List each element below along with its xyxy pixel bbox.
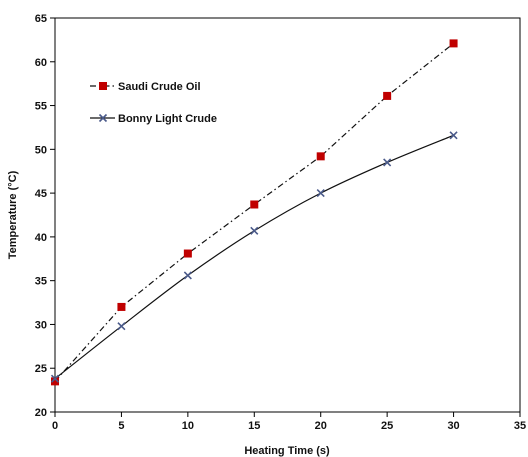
- x-tick-label: 35: [514, 420, 526, 432]
- data-point-bonny-light-crude: [117, 322, 126, 331]
- data-point-saudi-crude-oil: [117, 302, 126, 311]
- y-tick-label: 20: [35, 407, 47, 419]
- data-point-bonny-light-crude: [449, 131, 458, 140]
- y-tick-label: 30: [35, 319, 47, 331]
- y-tick-label: 35: [35, 276, 47, 288]
- legend: Saudi Crude Oil Bonny Light Crude: [90, 81, 217, 125]
- y-tick-label: 45: [35, 188, 47, 200]
- legend-item-bonny-light-crude: Bonny Light Crude: [90, 113, 217, 125]
- legend-label-bonny: Bonny Light Crude: [118, 113, 217, 125]
- y-tick-label: 25: [35, 363, 47, 375]
- data-point-saudi-crude-oil: [383, 91, 392, 100]
- data-point-saudi-crude-oil: [51, 377, 59, 386]
- data-point-saudi-crude-oil: [449, 39, 458, 48]
- data-point-saudi-crude-oil: [316, 152, 325, 161]
- x-tick-label: 25: [381, 420, 393, 432]
- x-tick-label: 15: [248, 420, 260, 432]
- legend-item-saudi-crude-oil: Saudi Crude Oil: [90, 81, 201, 93]
- x-axis-title: Heating Time (s): [244, 445, 330, 457]
- data-point-bonny-light-crude: [183, 271, 192, 280]
- data-point-bonny-light-crude: [316, 189, 325, 198]
- x-tick-label: 5: [118, 420, 124, 432]
- x-tick-label: 20: [315, 420, 327, 432]
- legend-marker-bonny: [98, 113, 108, 123]
- y-tick-label: 55: [35, 101, 47, 113]
- data-point-bonny-light-crude: [383, 158, 392, 167]
- plot-area: [54, 17, 521, 413]
- data-point-saudi-crude-oil: [183, 249, 192, 258]
- legend-marker-saudi: [99, 82, 107, 90]
- axes: 0 5 10 15 20 25 30 35 20 25 30 35 40 45 50 55 60 65: [35, 13, 526, 432]
- y-tick-label: 60: [35, 57, 47, 69]
- x-tick-label: 10: [182, 420, 194, 432]
- y-tick-label: 65: [35, 13, 47, 25]
- x-tick-label: 30: [447, 420, 459, 432]
- y-axis-title: Temperature (°C): [7, 170, 19, 259]
- x-tick-label: 0: [52, 420, 58, 432]
- data-point-bonny-light-crude: [250, 226, 259, 235]
- y-tick-label: 50: [35, 144, 47, 156]
- data-point-bonny-light-crude: [50, 374, 60, 383]
- legend-label-saudi: Saudi Crude Oil: [118, 81, 201, 93]
- y-tick-label: 40: [35, 232, 47, 244]
- data-point-saudi-crude-oil: [250, 200, 259, 209]
- series-markers: [50, 39, 458, 386]
